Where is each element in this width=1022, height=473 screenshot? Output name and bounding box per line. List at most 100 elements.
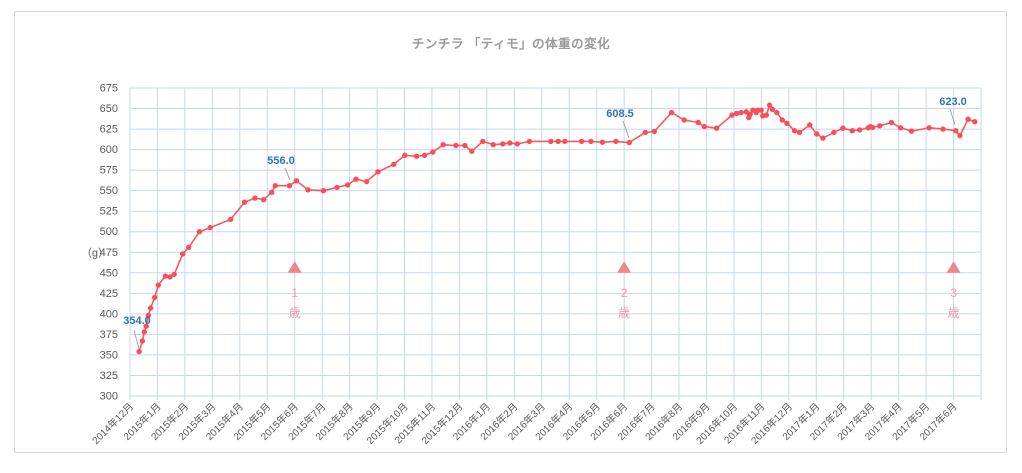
data-point	[143, 323, 149, 329]
data-point	[167, 274, 173, 280]
data-point	[713, 125, 720, 131]
data-point	[514, 141, 520, 147]
data-point	[734, 110, 740, 117]
data-point	[252, 195, 258, 201]
data-point	[180, 251, 186, 257]
y-axis-tick-label: 525	[100, 206, 118, 218]
data-point	[681, 117, 687, 123]
data-point	[897, 125, 904, 131]
age-marker-suffix: 歳	[618, 306, 630, 320]
data-point	[402, 152, 408, 158]
data-point	[940, 126, 946, 132]
data-point	[136, 348, 142, 355]
data-point	[469, 148, 475, 154]
data-point	[769, 106, 776, 113]
data-point	[613, 138, 619, 145]
data-point	[293, 178, 300, 184]
data-point	[820, 135, 826, 141]
data-label: 608.5	[606, 108, 634, 120]
data-point	[507, 140, 513, 146]
y-axis-tick-label: 325	[100, 370, 118, 382]
data-point	[626, 139, 632, 146]
data-point	[228, 216, 234, 223]
data-point	[375, 169, 381, 175]
y-axis-tick-label: 675	[100, 83, 118, 95]
data-point	[972, 119, 978, 125]
data-point	[840, 125, 846, 131]
data-point	[207, 224, 213, 231]
data-point	[555, 138, 561, 145]
data-point	[155, 282, 161, 288]
data-point	[526, 138, 533, 145]
y-axis-tick-label: 350	[100, 349, 118, 361]
data-point	[779, 117, 785, 123]
data-point	[957, 132, 963, 139]
data-point	[145, 312, 152, 319]
chart-title: チンチラ 「ティモ」の体重の変化	[411, 37, 611, 51]
y-axis-tick-label: 500	[100, 226, 118, 238]
y-axis-tick-label: 625	[100, 124, 118, 136]
age-marker-triangle	[946, 261, 961, 273]
y-axis-tick-label: 425	[100, 288, 118, 300]
data-point	[440, 142, 446, 148]
age-marker-suffix: 歳	[948, 306, 960, 320]
data-label: 556.0	[267, 155, 295, 167]
age-marker-triangle	[287, 261, 302, 273]
data-point	[888, 119, 895, 126]
data-point	[747, 111, 753, 118]
data-point	[320, 188, 327, 194]
y-axis-tick-label: 600	[100, 144, 118, 156]
data-point	[269, 189, 275, 195]
data-point	[305, 187, 311, 193]
data-point	[430, 149, 436, 155]
y-axis-tick-label: 475	[100, 247, 118, 259]
data-point	[758, 107, 764, 113]
data-point	[695, 119, 701, 126]
y-axis-tick-label: 375	[100, 329, 118, 341]
data-point	[877, 123, 883, 129]
data-label-leader-line	[949, 108, 956, 126]
data-point	[651, 128, 657, 135]
data-point	[480, 138, 486, 145]
data-label: 623.0	[939, 96, 967, 108]
data-point	[774, 109, 780, 116]
y-axis-tick-label: 400	[100, 308, 118, 320]
data-point	[814, 131, 820, 137]
age-marker-number: 1	[291, 286, 298, 300]
data-point	[345, 182, 351, 188]
data-label-leader-line	[284, 167, 291, 181]
data-point	[599, 139, 606, 145]
data-point	[668, 109, 675, 116]
data-point	[926, 125, 932, 131]
data-point	[413, 153, 420, 159]
data-point	[796, 129, 803, 136]
data-point	[141, 329, 147, 335]
data-point	[272, 183, 278, 189]
data-point	[766, 102, 773, 108]
data-point	[334, 184, 340, 191]
data-point	[738, 109, 744, 116]
data-point	[162, 273, 169, 279]
data-point	[578, 138, 585, 145]
data-point	[743, 109, 749, 115]
data-point	[763, 112, 769, 118]
data-point	[490, 142, 496, 148]
data-point	[391, 161, 397, 168]
y-axis-tick-label: 650	[100, 103, 118, 115]
data-point	[857, 127, 863, 133]
data-label-leader-line	[133, 329, 140, 350]
data-point	[869, 124, 876, 131]
data-point	[186, 244, 192, 250]
y-axis-tick-label: 550	[100, 185, 118, 197]
data-point	[286, 183, 293, 189]
data-point	[241, 199, 248, 205]
age-marker-suffix: 歳	[289, 306, 301, 320]
data-point	[588, 138, 594, 145]
data-point	[729, 112, 735, 118]
data-point	[953, 128, 959, 134]
data-point	[363, 178, 370, 185]
data-point	[965, 116, 971, 122]
data-point	[807, 122, 813, 128]
age-marker-number: 2	[621, 286, 628, 300]
